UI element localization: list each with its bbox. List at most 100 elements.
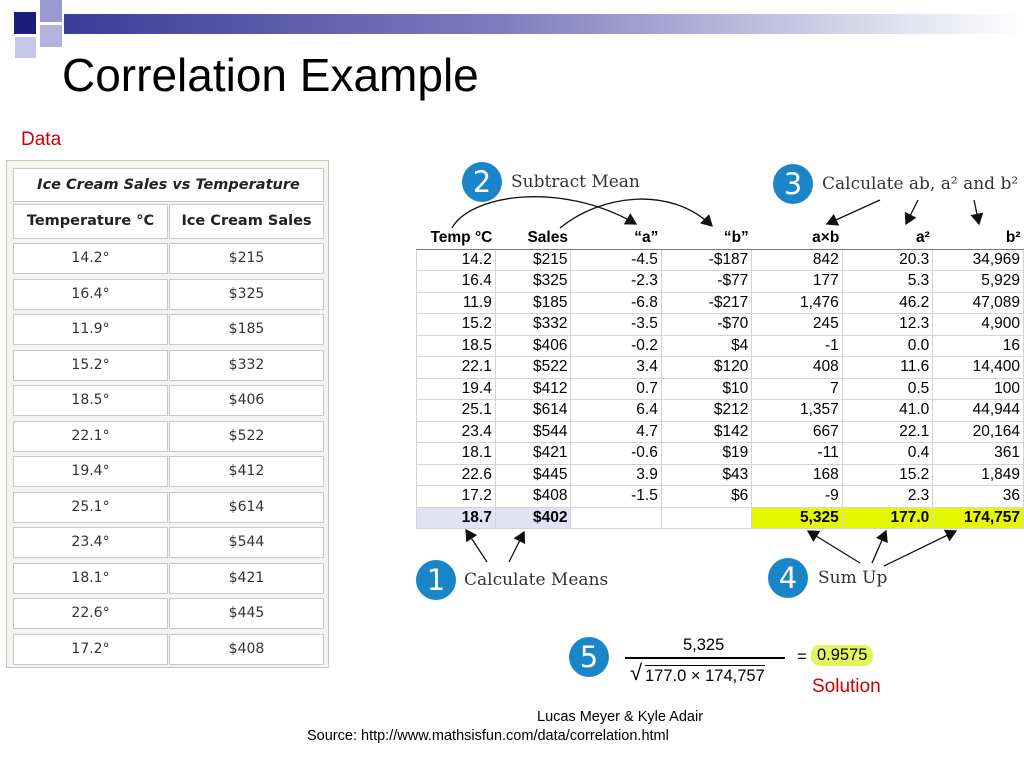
step-5-badge: 5 <box>569 637 609 677</box>
calc-cell: 46.2 <box>841 291 934 314</box>
temperature-cell: 16.4° <box>13 278 168 310</box>
calculation-table: Temp °C Sales “a” “b” a×b a² b² 14.2 $215 -4.5 -$1… <box>416 228 1024 529</box>
step-4-label: Sum Up <box>818 568 888 588</box>
sales-cell: $544 <box>169 527 324 558</box>
table-row: 11.9 $185 -6.8 -$217 1,476 46.2 47,089 <box>416 291 1024 314</box>
calc-cell: $421 <box>494 442 572 465</box>
calc-cell: 17.2 <box>416 485 496 508</box>
sales-cell: $215 <box>169 243 324 274</box>
arrow-calc-a2 <box>904 199 919 226</box>
step-2-badge: 2 <box>462 162 502 202</box>
calc-cell: 25.1 <box>416 399 496 422</box>
table-row: 22.1 $522 3.4 $120 408 11.6 14,400 <box>416 356 1024 379</box>
temperature-cell: 22.1° <box>13 420 168 452</box>
calc-cell: 22.1 <box>841 420 934 443</box>
temperature-cell: 23.4° <box>13 527 168 558</box>
temperature-cell: 25.1° <box>13 491 168 523</box>
temperature-cell: 18.1° <box>13 562 168 594</box>
equals-sign: = <box>797 648 807 666</box>
calc-cell: 11.6 <box>841 356 934 379</box>
calc-column-header: Sales <box>495 228 571 250</box>
data-label: Data <box>21 129 62 150</box>
calc-cell: 20,164 <box>932 420 1024 443</box>
calc-cell: 2.3 <box>841 485 934 508</box>
sales-cell: $406 <box>169 385 324 416</box>
calc-cell: -11 <box>751 442 843 465</box>
calc-cell: 667 <box>751 420 843 443</box>
calc-cell: 20.3 <box>841 248 934 271</box>
step-1-badge: 1 <box>416 560 456 600</box>
sum-cell: 174,757 <box>932 506 1024 529</box>
calc-column-header: a×b <box>751 228 843 250</box>
calc-cell: 16.4 <box>416 270 496 293</box>
calc-cell: 14,400 <box>932 356 1024 379</box>
calc-cell: 34,969 <box>932 248 1024 271</box>
temperature-cell: 19.4° <box>13 456 168 487</box>
arrow-calc-ab <box>825 199 881 226</box>
sales-cell: $408 <box>169 633 324 665</box>
table-row: 17.2 $408 -1.5 $6 -9 2.3 36 <box>416 485 1024 508</box>
calc-cell: -$217 <box>660 291 753 314</box>
formula-denominator: 177.0 × 174,757 <box>645 665 765 685</box>
sqrt-icon: √ <box>630 660 643 685</box>
table-row: 22.6 $445 3.9 $43 168 15.2 1,849 <box>416 463 1024 486</box>
fraction-bar <box>625 657 785 659</box>
calc-cell: 16 <box>932 334 1024 357</box>
totals-row: 18.7 $402 5,325 177.0 174,757 <box>416 506 1024 529</box>
calc-cell: 22.6 <box>416 463 496 486</box>
sales-cell: $421 <box>169 562 324 594</box>
sales-cell: $332 <box>169 349 324 381</box>
column-header-temperature: Temperature °C <box>13 204 168 239</box>
table-caption: Ice Cream Sales vs Temperature <box>13 168 324 202</box>
temperature-cell: 17.2° <box>13 633 168 665</box>
sales-cell: $445 <box>169 598 324 629</box>
arrow-sum-b2 <box>883 529 958 567</box>
column-header-sales: Ice Cream Sales <box>169 204 324 239</box>
arrow-sum-a2 <box>871 529 888 564</box>
calc-cell: 5,929 <box>932 270 1024 293</box>
calc-cell: $408 <box>494 485 572 508</box>
solution-label: Solution <box>812 676 881 697</box>
step-2-label: Subtract Mean <box>511 172 640 192</box>
calc-cell: $332 <box>494 313 572 336</box>
step-4-badge: 4 <box>768 558 808 598</box>
arrow-sum-ab <box>806 530 861 564</box>
calc-cell: $215 <box>494 248 572 271</box>
arrow-calc-b2 <box>970 199 984 226</box>
calc-cell: 18.5 <box>416 334 496 357</box>
table-row: 18.5 $406 -0.2 $4 -1 0.0 16 <box>416 334 1024 357</box>
calc-column-header: a² <box>842 228 933 250</box>
calc-cell: $406 <box>494 334 572 357</box>
arrow-subtract-a <box>451 196 638 229</box>
step-3-label: Calculate ab, a² and b² <box>822 174 1019 194</box>
temperature-cell: 11.9° <box>13 314 168 345</box>
sales-cell: $614 <box>169 491 324 523</box>
calc-column-header: b² <box>932 228 1024 250</box>
footer-author: Lucas Meyer & Kyle Adair <box>537 709 704 725</box>
calc-cell: 44,944 <box>932 399 1024 422</box>
formula-numerator: 5,325 <box>683 636 725 654</box>
calc-table-header-row: Temp °C Sales “a” “b” a×b a² b² <box>416 228 1024 250</box>
calc-cell: $614 <box>494 399 572 422</box>
calc-column-header: “a” <box>570 228 662 250</box>
sum-cell: 177.0 <box>841 506 934 529</box>
footer-source: Source: http://www.mathsisfun.com/data/c… <box>307 728 669 744</box>
sales-cell: $522 <box>169 420 324 452</box>
mean-cell: 18.7 <box>416 506 496 529</box>
step-3-badge: 3 <box>773 164 813 204</box>
calc-cell: -$77 <box>660 270 753 293</box>
calc-cell: $412 <box>494 377 572 400</box>
data-table: Ice Cream Sales vs Temperature Temperatu… <box>6 160 329 668</box>
arrow-mean-temp <box>465 528 488 563</box>
arrow-subtract-b <box>559 198 713 229</box>
arrow-mean-sales <box>508 530 526 563</box>
calc-cell: 0.5 <box>841 377 934 400</box>
title-bar-decoration <box>64 14 1024 34</box>
calc-cell: 361 <box>932 442 1024 465</box>
calc-cell: $4 <box>660 334 753 357</box>
calc-cell: 19.4 <box>416 377 496 400</box>
table-row: 25.1 $614 6.4 $212 1,357 41.0 44,944 <box>416 399 1024 422</box>
calc-column-header: “b” <box>661 228 752 250</box>
sales-cell: $412 <box>169 456 324 487</box>
